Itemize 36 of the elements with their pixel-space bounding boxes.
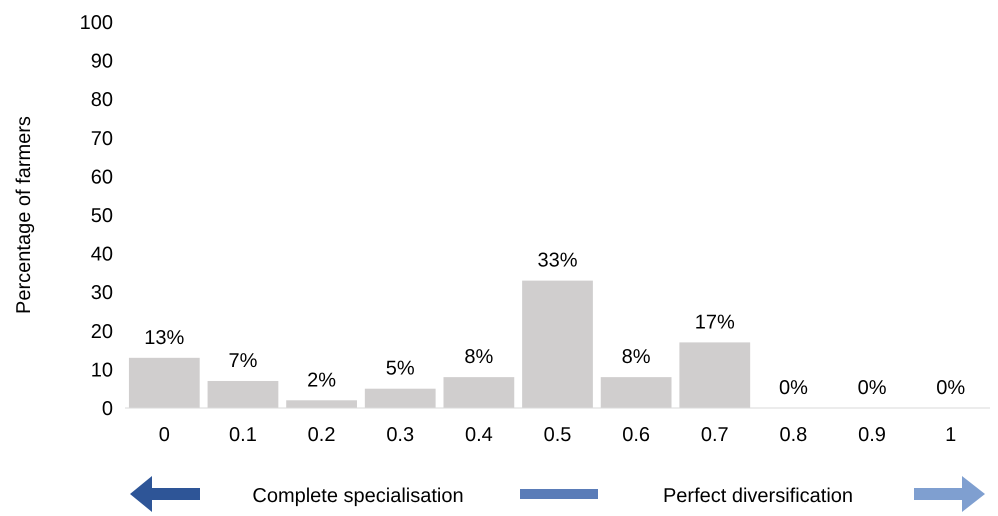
y-tick-label: 20 <box>90 320 113 343</box>
y-axis-title: Percentage of farmers <box>13 116 35 314</box>
x-tick-label: 0.4 <box>464 424 493 446</box>
data-label: 13% <box>144 326 185 349</box>
x-tick-label: 0.8 <box>780 424 808 446</box>
data-label: 2% <box>307 369 336 392</box>
y-tick-label: 30 <box>90 282 113 304</box>
x-tick-label: 0.6 <box>622 424 650 446</box>
x-tick-label: 1 <box>945 424 956 446</box>
y-tick-label: 0 <box>102 398 113 420</box>
x-tick-label: 0 <box>158 424 170 446</box>
y-tick-label: 100 <box>80 12 113 34</box>
y-tick-label: 50 <box>90 205 113 227</box>
y-tick-label: 90 <box>90 50 113 73</box>
x-tick-label: 0.1 <box>229 424 257 446</box>
x-tick-label: 0.5 <box>544 424 572 446</box>
data-label: 0% <box>936 377 966 399</box>
data-label: 8% <box>464 346 494 368</box>
x-tick-label: 0.3 <box>386 424 414 446</box>
data-label: 17% <box>694 311 736 334</box>
data-label: 5% <box>386 358 415 380</box>
data-label: 8% <box>622 346 651 368</box>
x-tick-label: 0.2 <box>308 424 336 446</box>
x-tick-label: 0.9 <box>858 424 886 446</box>
y-tick-label: 40 <box>90 244 113 266</box>
y-tick-label: 60 <box>90 166 113 188</box>
x-tick-label: 0.7 <box>700 424 729 446</box>
data-label: 7% <box>228 350 258 372</box>
text: Perfect diversification <box>662 485 854 507</box>
y-tick-label: 10 <box>90 359 113 382</box>
data-label: 0% <box>858 377 887 399</box>
data-label: 33% <box>537 250 578 272</box>
y-tick-label: 80 <box>90 89 113 112</box>
data-label: 0% <box>778 377 808 399</box>
text: Complete specialisation <box>252 485 464 507</box>
y-tick-label: 70 <box>90 128 113 150</box>
